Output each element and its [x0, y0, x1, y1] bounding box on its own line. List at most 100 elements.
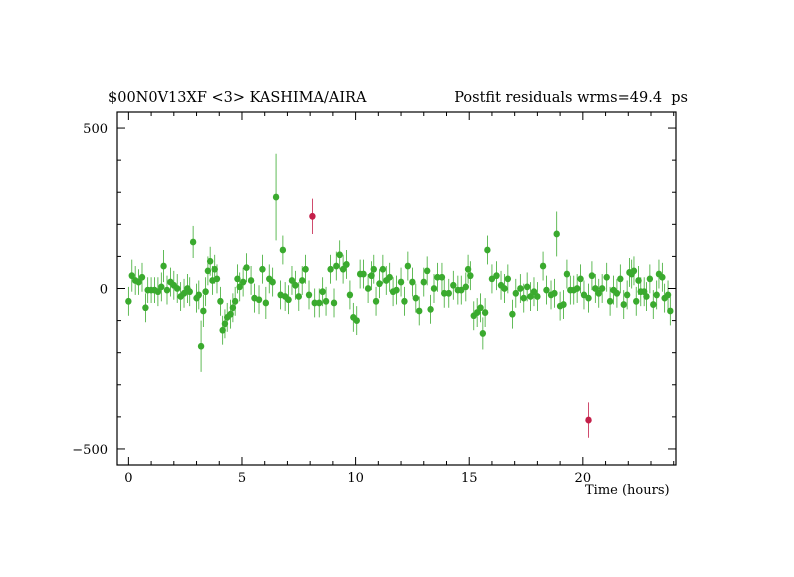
- good-data-point: [370, 265, 377, 273]
- good-data-point: [343, 261, 350, 268]
- good-data-point: [667, 307, 674, 315]
- good-data-point: [138, 273, 146, 281]
- good-data-point: [211, 265, 218, 273]
- good-data-point: [234, 275, 241, 283]
- good-data-point: [427, 305, 434, 313]
- good-data-point: [255, 296, 263, 304]
- good-data-point: [580, 291, 588, 299]
- good-data-point: [633, 297, 640, 305]
- good-data-point: [527, 293, 534, 300]
- good-data-point: [450, 281, 457, 289]
- good-data-point: [279, 246, 287, 254]
- good-data-point: [288, 277, 296, 284]
- good-data-point: [195, 291, 203, 299]
- good-data-point: [412, 294, 420, 302]
- good-data-point: [477, 304, 484, 312]
- good-data-point: [643, 293, 650, 300]
- good-data-point: [336, 251, 343, 259]
- y-tick-label: 500: [83, 122, 108, 137]
- good-data-point: [401, 297, 408, 305]
- x-tick-label: 0: [124, 471, 132, 486]
- good-data-point: [206, 257, 214, 265]
- good-data-point: [530, 288, 538, 296]
- good-data-point: [272, 193, 280, 201]
- good-data-point: [650, 301, 657, 308]
- good-data-point: [416, 307, 423, 315]
- good-data-point: [664, 291, 672, 299]
- good-data-point: [158, 283, 165, 291]
- good-data-point: [259, 265, 266, 273]
- good-data-point: [598, 285, 606, 292]
- good-data-point: [239, 278, 247, 286]
- good-data-point: [311, 299, 318, 307]
- good-data-point: [217, 297, 224, 305]
- good-data-point: [322, 297, 330, 305]
- good-data-point: [154, 288, 162, 296]
- good-data-point: [353, 317, 360, 324]
- good-data-point: [269, 278, 276, 286]
- good-data-point: [202, 288, 209, 296]
- good-data-point: [372, 297, 380, 305]
- good-data-point: [659, 273, 666, 281]
- good-data-point: [142, 304, 149, 312]
- good-data-point: [295, 293, 302, 300]
- chart-title-left: $00N0V13XF <3> KASHIMA/AIRA: [108, 90, 367, 106]
- good-data-point: [285, 296, 292, 304]
- good-data-point: [197, 342, 205, 350]
- good-data-point: [298, 277, 306, 284]
- good-data-point: [630, 267, 638, 275]
- good-data-point: [229, 304, 237, 312]
- good-data-point: [219, 326, 226, 334]
- x-tick-label: 15: [461, 471, 478, 486]
- good-data-point: [316, 299, 323, 307]
- y-tick-label: 0: [100, 283, 108, 298]
- good-data-point: [603, 273, 610, 281]
- good-data-point: [462, 283, 470, 291]
- chart-title-right: Postfit residuals wrms=49.4 ps: [454, 90, 688, 106]
- good-data-point: [302, 265, 309, 273]
- good-data-point: [292, 281, 299, 289]
- good-data-point: [247, 277, 255, 284]
- good-data-point: [204, 267, 212, 275]
- good-data-point: [319, 288, 326, 296]
- good-data-point: [213, 275, 221, 283]
- good-data-point: [364, 285, 372, 292]
- good-data-point: [227, 310, 234, 318]
- good-data-point: [464, 265, 472, 273]
- good-data-point: [573, 285, 581, 292]
- outlier-data-point: [585, 416, 592, 424]
- good-data-point: [613, 289, 621, 297]
- good-data-point: [653, 291, 660, 299]
- good-data-point: [481, 309, 489, 316]
- good-data-point: [186, 288, 193, 296]
- good-data-point: [420, 278, 427, 286]
- good-data-point: [539, 262, 547, 270]
- good-data-point: [243, 264, 250, 272]
- good-data-point: [501, 285, 508, 292]
- good-data-point: [409, 278, 416, 286]
- good-data-point: [467, 272, 474, 280]
- good-data-point: [393, 286, 400, 294]
- good-data-point: [592, 285, 599, 292]
- outlier-data-point: [309, 212, 316, 220]
- good-data-point: [520, 294, 527, 302]
- good-data-point: [160, 262, 167, 270]
- good-data-point: [231, 297, 239, 305]
- good-data-point: [327, 265, 334, 273]
- good-data-point: [441, 289, 448, 297]
- data-points-layer: [125, 193, 674, 424]
- tick-labels: 0 5 10 15 20 −500 0 500: [72, 122, 591, 486]
- good-data-point: [305, 291, 313, 299]
- good-data-point: [595, 289, 602, 297]
- good-data-point: [617, 275, 624, 283]
- chart-title: $00N0V13XF <3> KASHIMA/AIRA Postfit resi…: [108, 90, 688, 110]
- good-data-point: [563, 270, 571, 278]
- good-data-point: [488, 275, 496, 283]
- good-data-point: [360, 270, 367, 278]
- good-data-point: [376, 280, 383, 288]
- good-data-point: [473, 309, 481, 316]
- good-data-point: [620, 301, 627, 308]
- good-data-point: [434, 273, 441, 281]
- good-data-point: [479, 330, 487, 337]
- good-data-point: [543, 286, 550, 294]
